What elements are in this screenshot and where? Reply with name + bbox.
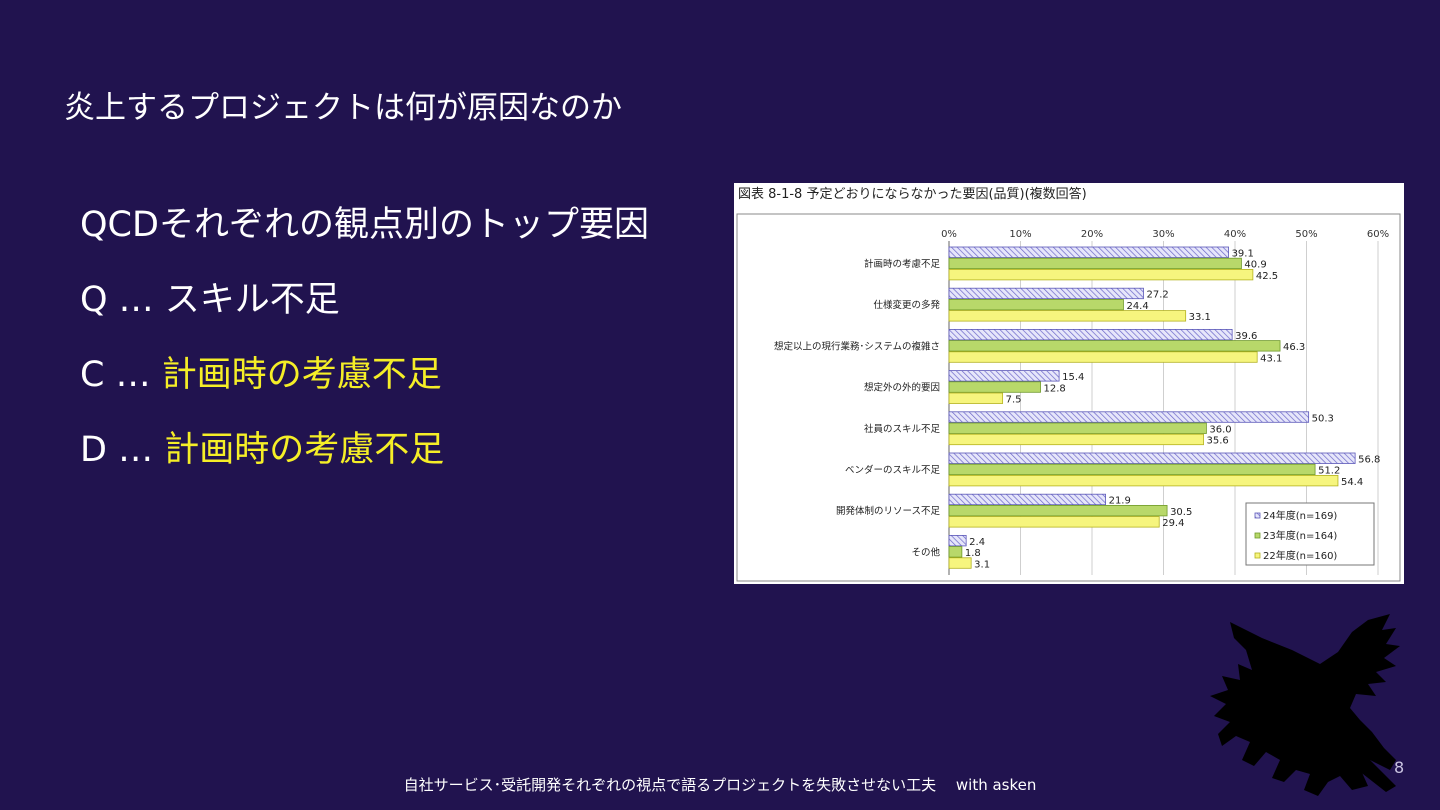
bar-0	[948, 534, 967, 547]
data-label: 30.5	[1170, 507, 1192, 518]
bullet-cost: C … 計画時の考慮不足	[80, 350, 649, 425]
bar-1	[948, 463, 1316, 476]
bar-1	[948, 257, 1242, 270]
data-label: 54.4	[1341, 477, 1363, 488]
bar-0	[948, 328, 1233, 341]
legend-label: 23年度(n=164)	[1263, 529, 1337, 542]
legend-swatch	[1254, 532, 1261, 539]
data-label: 27.2	[1146, 290, 1168, 301]
bar-2	[948, 392, 1004, 404]
category-label: 計画時の考慮不足	[864, 258, 941, 270]
data-label: 35.6	[1207, 436, 1229, 447]
bullet-delivery: D … 計画時の考慮不足	[80, 425, 649, 500]
data-label: 56.8	[1358, 455, 1380, 466]
bar-2	[948, 557, 972, 569]
dragon-silhouette-icon	[1210, 614, 1400, 796]
bullet-highlight: 計画時の考慮不足	[164, 430, 445, 470]
x-tick-label: 60%	[1367, 229, 1389, 240]
bar-0	[948, 411, 1310, 423]
data-label: 46.3	[1283, 342, 1305, 353]
bullet-text: Q … スキル不足	[80, 280, 340, 320]
data-label: 43.1	[1260, 353, 1282, 364]
bar-0	[948, 246, 1229, 258]
bar-2	[948, 269, 1254, 281]
legend-swatch	[1254, 552, 1261, 559]
data-label: 3.1	[974, 559, 990, 570]
category-label: 社員のスキル不足	[864, 423, 941, 435]
x-tick-label: 50%	[1295, 229, 1317, 240]
data-label: 33.1	[1189, 312, 1211, 323]
bar-2	[948, 433, 1204, 446]
bar-1	[948, 504, 1168, 517]
bullet-list: QCDそれぞれの観点別のトップ要因 Q … スキル不足 C … 計画時の考慮不足…	[80, 200, 649, 500]
category-label: ベンダーのスキル不足	[845, 464, 941, 476]
bullet-text: D …	[80, 430, 165, 470]
x-tick-label: 10%	[1009, 229, 1031, 240]
data-label: 12.8	[1044, 383, 1066, 394]
bullet-text: QCDそれぞれの観点別のトップ要因	[80, 205, 649, 245]
bullet-quality: Q … スキル不足	[80, 275, 649, 350]
data-label: 51.2	[1318, 466, 1340, 477]
data-label: 15.4	[1062, 372, 1084, 383]
data-label: 42.5	[1256, 271, 1278, 282]
bar-1	[948, 340, 1281, 352]
legend-box	[1245, 502, 1375, 566]
chart-frame	[736, 213, 1401, 582]
bar-1	[948, 299, 1124, 311]
category-label: 想定以上の現行業務･システムの複雑さ	[774, 340, 940, 352]
bar-0	[948, 287, 1144, 300]
page-number: 8	[1394, 758, 1405, 777]
x-tick-label: 0%	[941, 229, 957, 240]
data-label: 1.8	[965, 548, 981, 559]
legend-swatch	[1254, 512, 1261, 519]
category-label: 仕様変更の多発	[873, 299, 940, 311]
data-label: 29.4	[1162, 518, 1184, 529]
legend-label: 22年度(n=160)	[1263, 549, 1337, 562]
bar-0	[948, 493, 1106, 506]
bullet-text: C …	[80, 355, 162, 395]
bar-2	[948, 474, 1339, 487]
chart-figure: 図表 8-1-8 予定どおりにならなかった要因(品質)(複数回答) 0% 10% 20…	[734, 183, 1404, 584]
x-tick-label: 20%	[1081, 229, 1103, 240]
data-label: 39.6	[1235, 331, 1257, 342]
category-label: 開発体制のリソース不足	[836, 505, 941, 517]
data-label: 7.5	[1006, 395, 1022, 406]
legend-label: 24年度(n=169)	[1263, 509, 1337, 522]
bullet-qcd-heading: QCDそれぞれの観点別のトップ要因	[80, 200, 649, 275]
category-label: その他	[911, 546, 940, 558]
bar-2	[948, 351, 1258, 363]
x-tick-label: 40%	[1224, 229, 1246, 240]
category-label: 想定外の外的要因	[864, 382, 940, 394]
bar-0	[948, 370, 1060, 382]
bar-chart: 図表 8-1-8 予定どおりにならなかった要因(品質)(複数回答) 0% 10% 20…	[736, 186, 1401, 582]
data-label: 39.1	[1232, 249, 1254, 260]
data-label: 2.4	[969, 537, 985, 548]
bar-1	[948, 546, 963, 558]
chart-title: 図表 8-1-8 予定どおりにならなかった要因(品質)(複数回答)	[738, 186, 1087, 202]
bar-2	[948, 310, 1187, 322]
bullet-highlight: 計画時の考慮不足	[161, 355, 442, 395]
data-label: 50.3	[1312, 413, 1334, 424]
slide-footer: 自社サービス･受託開発それぞれの視点で語るプロジェクトを失敗させない工夫 wit…	[403, 776, 1037, 794]
bar-0	[948, 452, 1356, 464]
slide-title: 炎上するプロジェクトは何が原因なのか	[64, 90, 622, 126]
bar-1	[948, 381, 1041, 393]
data-label: 40.9	[1244, 260, 1266, 271]
data-label: 21.9	[1109, 496, 1131, 507]
bar-2	[948, 516, 1160, 528]
data-label: 36.0	[1209, 425, 1231, 436]
x-tick-label: 30%	[1152, 229, 1174, 240]
bar-1	[948, 422, 1207, 434]
data-label: 24.4	[1126, 301, 1148, 312]
